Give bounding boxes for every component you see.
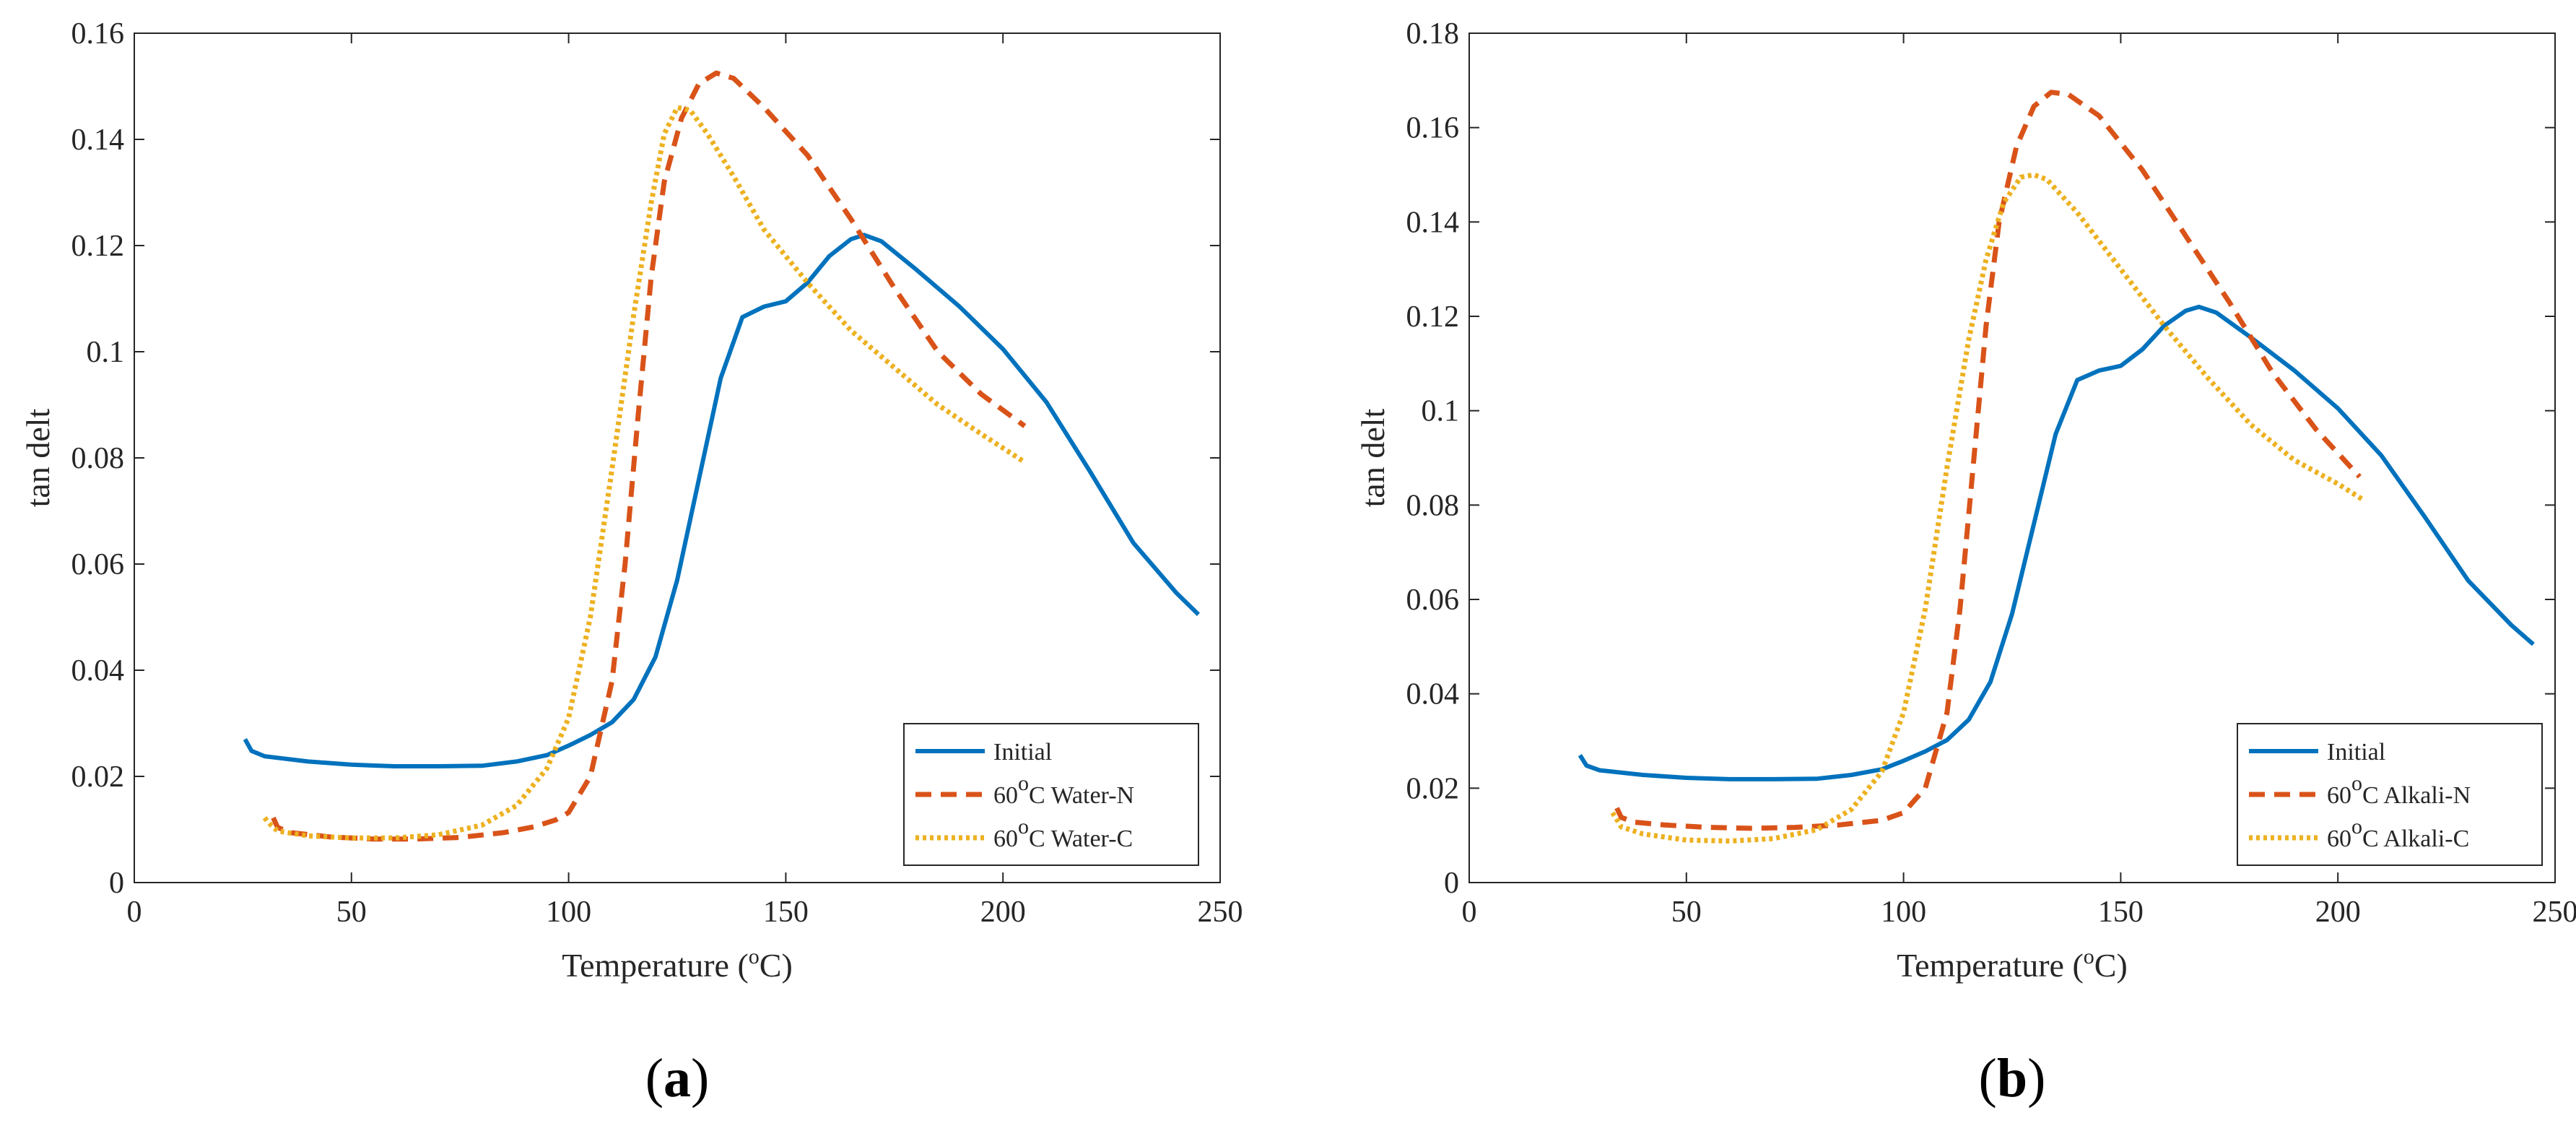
y-tick-label: 0.02 [71,760,125,794]
panel-label: (a) [645,1048,710,1109]
y-tick-label: 0.02 [1406,772,1460,805]
y-tick-label: 0 [109,867,124,900]
y-tick-label: 0.1 [87,336,125,369]
panel-label: (b) [1979,1048,2046,1109]
x-tick-label: 50 [336,896,367,929]
y-tick-label: 0.14 [1406,206,1460,239]
y-tick-label: 0.04 [1406,678,1460,711]
x-tick-label: 50 [1671,896,1702,929]
y-tick-label: 0.08 [1406,489,1460,522]
x-tick-label: 250 [2533,896,2576,929]
y-tick-label: 0.04 [71,654,125,688]
y-tick-label: 0.08 [71,442,125,475]
y-tick-label: 0.14 [71,124,125,157]
y-tick-label: 0.16 [1406,112,1460,145]
y-tick-label: 0.06 [1406,584,1460,617]
y-tick-label: 0 [1444,867,1459,900]
x-tick-label: 200 [980,896,1026,929]
x-tick-label: 150 [2098,896,2144,929]
legend-label: Initial [993,739,1052,766]
y-tick-label: 0.12 [71,230,125,263]
x-tick-label: 0 [127,896,142,929]
x-tick-label: 0 [1462,896,1477,929]
y-tick-label: 0.12 [1406,300,1460,334]
y-axis-label: tan delt [1354,408,1391,507]
y-tick-label: 0.1 [1422,395,1460,428]
x-tick-label: 100 [546,896,591,929]
x-tick-label: 200 [2315,896,2361,929]
y-tick-label: 0.06 [71,548,125,581]
x-tick-label: 150 [763,896,809,929]
y-tick-label: 0.18 [1406,17,1460,51]
y-axis-label: tan delt [19,408,56,507]
legend-label: Initial [2327,739,2385,766]
x-tick-label: 100 [1881,896,1926,929]
x-tick-label: 250 [1198,896,1243,929]
y-tick-label: 0.16 [71,17,125,51]
